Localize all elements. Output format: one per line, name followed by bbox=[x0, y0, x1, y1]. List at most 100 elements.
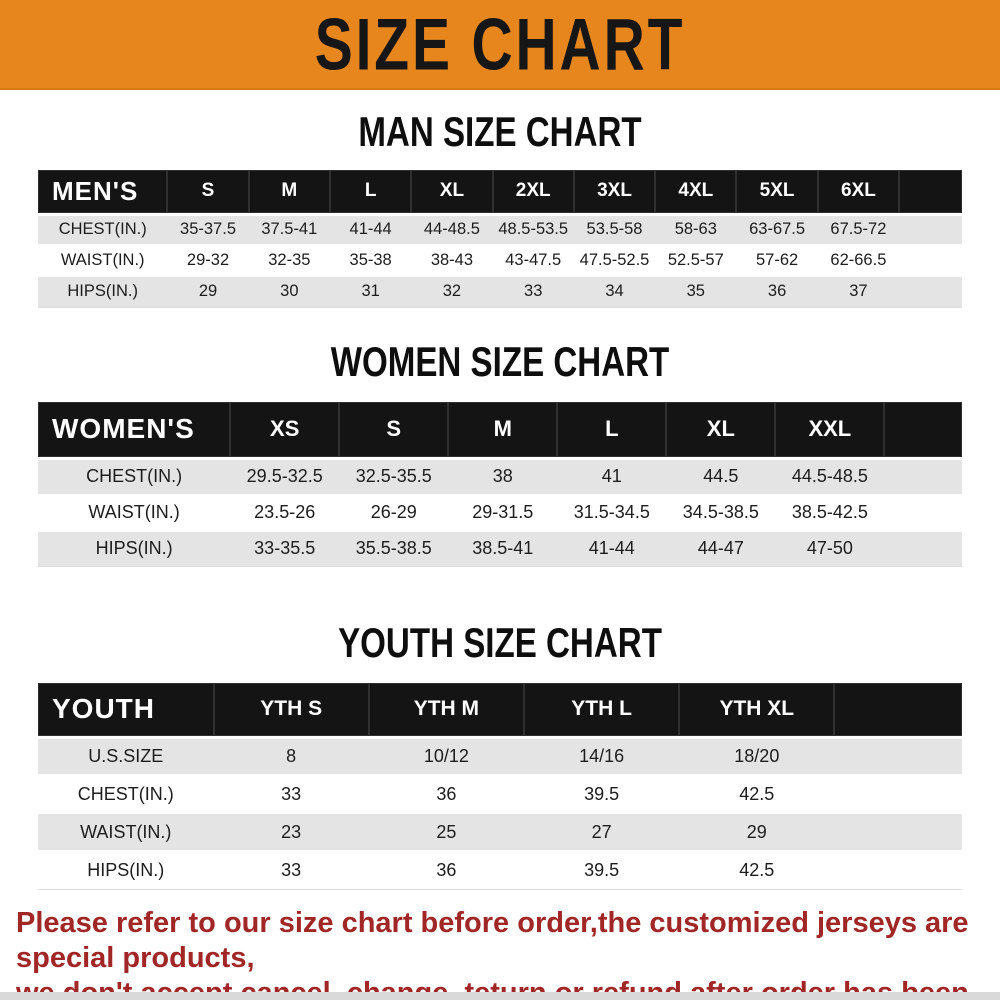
size-cell: 62-66.5 bbox=[817, 245, 900, 277]
spacer-cell bbox=[884, 458, 962, 496]
size-cell: 47.5-52.5 bbox=[573, 245, 656, 277]
women-header-row: WOMEN'S XS S M L XL XXL bbox=[38, 401, 962, 460]
men-header-row: MEN'S S M L XL 2XL 3XL 4XL 5XL 6XL bbox=[38, 170, 962, 216]
size-cell: 41 bbox=[557, 458, 667, 496]
size-cell: 63-67.5 bbox=[736, 214, 818, 246]
size-cell: 37.5-41 bbox=[248, 214, 330, 246]
size-cell: 35-38 bbox=[329, 245, 412, 277]
men-header-size: 6XL bbox=[817, 170, 900, 216]
size-cell: 53.5-58 bbox=[573, 214, 656, 246]
men-header-size: XL bbox=[411, 170, 493, 216]
men-header-spacer bbox=[899, 170, 962, 216]
youth-header-size: YTH M bbox=[368, 683, 524, 739]
size-cell: 44-48.5 bbox=[411, 214, 493, 246]
size-cell: 36 bbox=[368, 775, 524, 814]
spacer-cell bbox=[899, 245, 962, 277]
size-cell: 30 bbox=[248, 276, 330, 308]
men-header-size: L bbox=[329, 170, 412, 216]
size-cell: 29.5-32.5 bbox=[230, 458, 340, 496]
size-cell: 32 bbox=[411, 276, 493, 308]
size-cell: 35.5-38.5 bbox=[339, 530, 449, 567]
women-header-label: WOMEN'S bbox=[38, 401, 231, 460]
youth-header-size: YTH XL bbox=[679, 683, 835, 739]
spacer-cell bbox=[899, 276, 962, 308]
size-cell: 23 bbox=[213, 813, 369, 852]
women-size-table: WOMEN'S XS S M L XL XXL CHEST(IN.) 29.5-… bbox=[38, 401, 962, 567]
size-cell: 29 bbox=[679, 813, 835, 852]
size-cell: 52.5-57 bbox=[655, 245, 737, 277]
spacer-cell bbox=[834, 851, 962, 890]
size-cell: 18/20 bbox=[679, 737, 835, 776]
size-cell: 37 bbox=[817, 276, 900, 308]
size-cell: 33 bbox=[213, 775, 369, 814]
size-cell: 33-35.5 bbox=[230, 530, 340, 567]
women-header-size: S bbox=[339, 401, 449, 460]
size-cell: 58-63 bbox=[655, 214, 737, 246]
size-cell: 44-47 bbox=[666, 530, 776, 567]
men-header-size: M bbox=[248, 170, 330, 216]
men-header-label: MEN'S bbox=[38, 170, 168, 216]
size-cell: 23.5-26 bbox=[230, 494, 340, 532]
size-cell: 33 bbox=[492, 276, 574, 308]
size-cell: 31.5-34.5 bbox=[557, 494, 667, 532]
size-cell: 41-44 bbox=[329, 214, 412, 246]
men-header-size: 2XL bbox=[492, 170, 574, 216]
row-label: WAIST(IN.) bbox=[38, 245, 168, 277]
size-cell: 34.5-38.5 bbox=[666, 494, 776, 532]
size-cell: 38.5-42.5 bbox=[775, 494, 885, 532]
size-cell: 39.5 bbox=[523, 851, 680, 890]
bottom-divider-strip bbox=[0, 992, 1000, 1000]
women-heading-text: WOMEN SIZE CHART bbox=[330, 337, 670, 385]
row-label: CHEST(IN.) bbox=[38, 458, 231, 496]
size-cell: 48.5-53.5 bbox=[492, 214, 574, 246]
women-hips-row: HIPS(IN.) 33-35.5 35.5-38.5 38.5-41 41-4… bbox=[38, 530, 962, 567]
youth-header-row: YOUTH YTH S YTH M YTH L YTH XL bbox=[38, 683, 962, 739]
men-size-table: MEN'S S M L XL 2XL 3XL 4XL 5XL 6XL CHEST… bbox=[38, 170, 962, 308]
youth-chest-row: CHEST(IN.) 33 36 39.5 42.5 bbox=[38, 775, 962, 814]
size-cell: 57-62 bbox=[736, 245, 818, 277]
spacer-cell bbox=[884, 494, 962, 532]
size-cell: 39.5 bbox=[523, 775, 680, 814]
men-hips-row: HIPS(IN.) 29 30 31 32 33 34 35 36 37 bbox=[38, 276, 962, 308]
men-header-size: 4XL bbox=[655, 170, 737, 216]
size-cell: 29 bbox=[167, 276, 249, 308]
women-header-size: L bbox=[557, 401, 667, 460]
row-label: WAIST(IN.) bbox=[38, 494, 231, 532]
women-header-size: XXL bbox=[775, 401, 885, 460]
youth-header-size: YTH L bbox=[523, 683, 680, 739]
size-cell: 43-47.5 bbox=[492, 245, 574, 277]
size-cell: 67.5-72 bbox=[817, 214, 900, 246]
men-header-size: 3XL bbox=[573, 170, 656, 216]
size-cell: 42.5 bbox=[679, 851, 835, 890]
women-header-size: XL bbox=[666, 401, 776, 460]
size-cell: 25 bbox=[368, 813, 524, 852]
row-label: CHEST(IN.) bbox=[38, 775, 214, 814]
size-cell: 38-43 bbox=[411, 245, 493, 277]
women-chest-row: CHEST(IN.) 29.5-32.5 32.5-35.5 38 41 44.… bbox=[38, 458, 962, 496]
size-cell: 29-32 bbox=[167, 245, 249, 277]
size-cell: 47-50 bbox=[775, 530, 885, 567]
youth-hips-row: HIPS(IN.) 33 36 39.5 42.5 bbox=[38, 851, 962, 890]
youth-ussize-row: U.S.SIZE 8 10/12 14/16 18/20 bbox=[38, 737, 962, 776]
size-cell: 38.5-41 bbox=[448, 530, 558, 567]
footer-notice-line1: Please refer to our size chart before or… bbox=[16, 906, 969, 974]
size-cell: 27 bbox=[523, 813, 680, 852]
size-cell: 41-44 bbox=[557, 530, 667, 567]
size-cell: 36 bbox=[368, 851, 524, 890]
size-cell: 38 bbox=[448, 458, 558, 496]
row-label: U.S.SIZE bbox=[38, 737, 214, 776]
spacer-cell bbox=[884, 530, 962, 567]
banner-title: SIZE CHART bbox=[314, 3, 686, 85]
row-label: HIPS(IN.) bbox=[38, 276, 168, 308]
women-header-size: XS bbox=[230, 401, 340, 460]
size-cell: 44.5-48.5 bbox=[775, 458, 885, 496]
spacer-cell bbox=[834, 737, 962, 776]
size-cell: 8 bbox=[213, 737, 369, 776]
youth-header-label: YOUTH bbox=[38, 683, 214, 739]
size-cell: 32.5-35.5 bbox=[339, 458, 449, 496]
size-cell: 14/16 bbox=[523, 737, 680, 776]
spacer-cell bbox=[834, 813, 962, 852]
women-header-spacer bbox=[884, 401, 962, 460]
size-cell: 34 bbox=[573, 276, 656, 308]
men-header-size: S bbox=[167, 170, 249, 216]
